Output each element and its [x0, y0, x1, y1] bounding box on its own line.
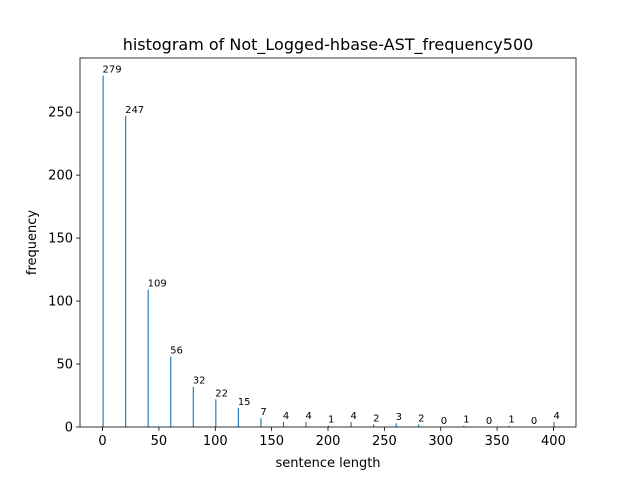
bar-value-label: 2 [418, 413, 424, 424]
bars-group [102, 75, 555, 428]
bar-value-label: 56 [170, 345, 183, 356]
x-tick-label: 0 [98, 434, 106, 449]
y-tick-label: 150 [48, 232, 73, 247]
y-axis-label: frequency [25, 210, 40, 276]
histogram-bar [125, 115, 127, 428]
bar-value-label: 0 [486, 416, 492, 427]
bar-value-label: 7 [260, 407, 266, 418]
bar-value-label: 15 [238, 397, 251, 408]
bar-value-label: 0 [531, 416, 537, 427]
x-tick-label: 150 [259, 434, 284, 449]
x-tick-label: 250 [372, 434, 397, 449]
y-tick-label: 100 [48, 295, 73, 310]
bar-value-label: 109 [148, 279, 167, 290]
histogram-bar [260, 418, 262, 427]
x-tick-label: 400 [541, 434, 566, 449]
chart-title: histogram of Not_Logged-hbase-AST_freque… [123, 35, 534, 55]
histogram-bar [553, 421, 555, 427]
bar-value-label: 4 [283, 411, 289, 422]
bar-value-label: 1 [463, 415, 469, 426]
x-tick-label: 50 [151, 434, 168, 449]
histogram-bar [418, 424, 420, 427]
histogram-bar [102, 75, 104, 427]
y-tick-label: 0 [65, 421, 73, 436]
bar-value-label: 2 [373, 413, 379, 424]
plot-frame [79, 57, 577, 428]
y-tick-label: 250 [48, 106, 73, 121]
bar-value-label: 279 [103, 65, 122, 76]
histogram-bar [282, 421, 285, 427]
y-tick-label: 50 [56, 358, 73, 373]
histogram-bar [237, 408, 239, 427]
histogram-bar [192, 386, 194, 427]
x-tick-label: 200 [316, 434, 341, 449]
histogram-bar [215, 399, 217, 427]
x-tick-label: 350 [485, 434, 510, 449]
x-tick-label: 300 [428, 434, 453, 449]
x-tick-label: 100 [203, 434, 228, 449]
bar-value-label: 1 [328, 415, 334, 426]
histogram-bar [305, 421, 307, 427]
histogram-bar [373, 424, 375, 427]
histogram-bar [147, 289, 149, 427]
x-axis: 0 50 100 150 200 250 300 350 400 [98, 427, 566, 449]
bar-value-label: 1 [508, 415, 514, 426]
histogram-bar [508, 425, 510, 427]
histogram-bar [463, 425, 465, 427]
bar-value-label: 22 [215, 388, 228, 399]
bar-value-label: 247 [125, 105, 144, 116]
histogram-bar [328, 425, 330, 427]
bar-value-label: 32 [193, 376, 206, 387]
bar-value-label: 3 [396, 412, 402, 423]
y-axis: 0 50 100 150 200 250 [48, 106, 80, 436]
y-tick-label: 200 [48, 169, 73, 184]
histogram-bar [170, 356, 172, 427]
histogram-bar [350, 421, 352, 427]
bar-value-label: 4 [553, 411, 559, 422]
histogram-bar [395, 423, 397, 427]
bar-value-label: 4 [305, 411, 311, 422]
x-axis-label: sentence length [275, 456, 380, 471]
bar-value-label: 4 [351, 411, 357, 422]
bar-value-label: 0 [441, 416, 447, 427]
